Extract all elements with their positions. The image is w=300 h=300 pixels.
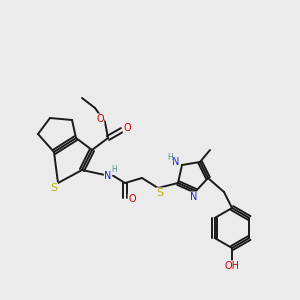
Text: O: O	[96, 114, 104, 124]
Text: O: O	[128, 194, 136, 204]
Text: N: N	[172, 157, 180, 167]
Text: O: O	[123, 123, 131, 133]
Text: H: H	[111, 166, 117, 175]
Text: S: S	[156, 188, 164, 198]
Text: N: N	[190, 192, 198, 202]
Text: H: H	[167, 152, 173, 161]
Text: OH: OH	[224, 261, 239, 271]
Text: S: S	[50, 183, 58, 193]
Text: N: N	[104, 171, 112, 181]
